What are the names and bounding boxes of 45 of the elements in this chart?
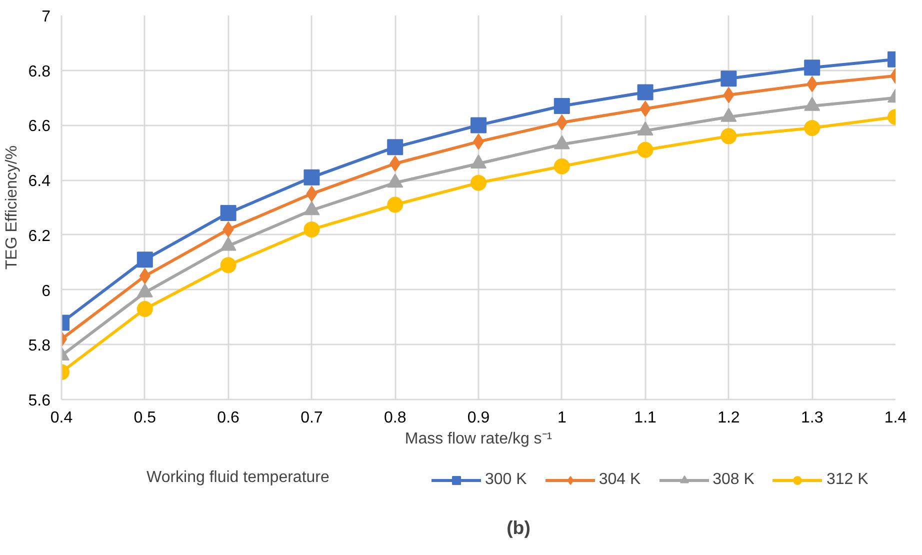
- text: (b): [506, 517, 530, 538]
- point: [804, 120, 820, 136]
- y-tick-label: 6.8: [28, 63, 51, 80]
- x-tick-label: 1: [557, 410, 566, 426]
- point: [387, 139, 404, 156]
- legend-label: 312 K: [826, 471, 868, 489]
- point: [554, 158, 570, 174]
- point: [804, 60, 820, 76]
- point: [720, 70, 737, 87]
- x-tick-label: 0.6: [217, 410, 240, 426]
- point: [637, 142, 654, 158]
- point: [304, 221, 320, 238]
- point: [220, 257, 236, 274]
- x-tick-label: 1.1: [634, 410, 657, 426]
- y-tick-label: 6: [42, 282, 51, 300]
- x-axis-title: Mass flow rate/kg s⁻¹: [404, 430, 552, 448]
- point: [554, 98, 570, 114]
- point: [387, 196, 404, 213]
- x-tick-label: 0.4: [50, 410, 73, 426]
- point: [304, 169, 320, 186]
- x-tick-label: 0.7: [300, 410, 323, 426]
- point: [220, 204, 236, 221]
- x-tick-label: 1.4: [884, 410, 907, 426]
- y-tick-label: 5.8: [28, 338, 51, 355]
- point: [637, 84, 654, 100]
- point: [470, 117, 486, 134]
- x-tick-label: 1.3: [800, 410, 824, 426]
- y-tick-label: 5.6: [28, 392, 51, 410]
- y-tick-label: 6.2: [28, 228, 51, 245]
- point: [470, 174, 486, 191]
- point: [720, 128, 737, 144]
- x-tick-label: 0.5: [134, 410, 156, 426]
- y-tick-label: 6.4: [28, 173, 51, 190]
- legend-label: 304 K: [598, 471, 641, 489]
- point: [136, 301, 153, 317]
- point: [136, 252, 153, 268]
- x-tick-label: 0.9: [467, 410, 490, 426]
- x-tick-label: 0.8: [384, 410, 406, 426]
- y-axis-title: TEG Efficiency/%: [3, 145, 20, 270]
- legend-label: 300 K: [485, 471, 527, 489]
- x-tick-label: 1.2: [718, 410, 740, 426]
- legend-title: Working fluid temperature: [146, 469, 330, 486]
- y-tick-label: 6.6: [28, 118, 51, 136]
- legend-label: 308 K: [712, 471, 754, 489]
- y-tick-label: 7: [42, 8, 51, 26]
